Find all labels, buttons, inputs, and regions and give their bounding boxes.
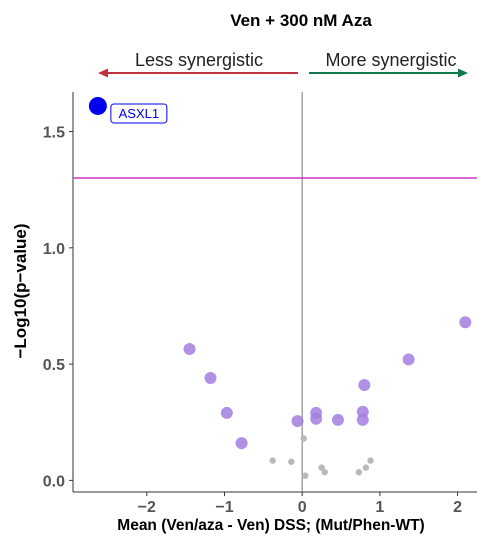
data-point <box>459 316 472 329</box>
less-synergistic-label: Less synergistic <box>135 50 263 70</box>
x-tick-label: 1 <box>375 499 384 516</box>
data-point <box>302 472 309 479</box>
y-axis-title: −Log10(p−value) <box>11 223 30 358</box>
data-point <box>356 413 369 426</box>
more-synergistic-arrowhead <box>458 68 468 78</box>
x-tick-label: −2 <box>138 499 156 516</box>
data-point <box>318 464 325 471</box>
less-synergistic-arrowhead <box>98 68 108 78</box>
data-point <box>321 469 328 476</box>
x-tick-label: −1 <box>215 499 233 516</box>
data-point <box>331 413 344 426</box>
x-tick-label: 2 <box>453 499 462 516</box>
y-tick-label: 0.0 <box>43 473 65 490</box>
chart-title: Ven + 300 nM Aza <box>230 11 372 30</box>
data-point <box>367 457 374 464</box>
data-point <box>269 457 276 464</box>
data-point <box>402 353 415 366</box>
data-point <box>220 406 233 419</box>
data-point <box>355 469 363 476</box>
data-point <box>235 437 248 450</box>
data-point <box>300 435 307 442</box>
data-point <box>358 379 371 392</box>
point-label-text: ASXL1 <box>119 106 159 121</box>
data-point <box>362 464 370 471</box>
x-tick-label: 0 <box>298 499 307 516</box>
more-synergistic-label: More synergistic <box>325 50 456 70</box>
data-point <box>183 342 196 355</box>
y-tick-label: 0.5 <box>43 357 65 374</box>
point-label-box <box>110 103 168 124</box>
data-point <box>204 372 217 385</box>
y-tick-label: 1.0 <box>43 241 65 258</box>
x-axis-title: Mean (Ven/aza - Ven) DSS; (Mut/Phen-WT) <box>117 517 424 534</box>
data-point <box>288 458 295 465</box>
data-point-asxl1 <box>88 96 107 115</box>
data-point <box>310 412 323 425</box>
data-point <box>291 415 304 428</box>
y-tick-label: 1.5 <box>43 125 65 142</box>
